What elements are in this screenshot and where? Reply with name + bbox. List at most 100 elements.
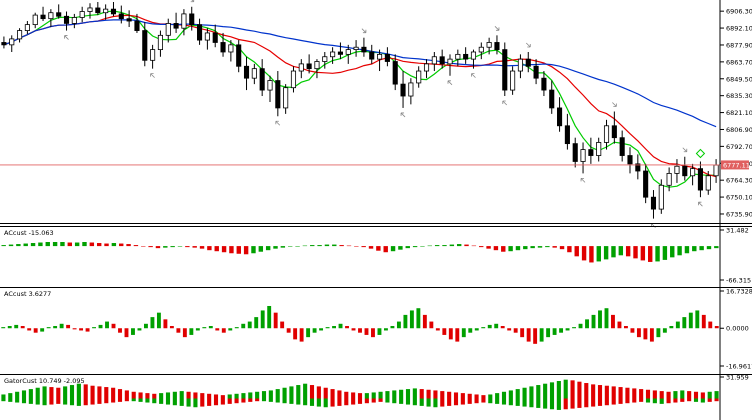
gator-upper-bar bbox=[97, 386, 102, 399]
gator-upper-bar bbox=[419, 389, 424, 399]
fractal-up-arrow bbox=[361, 28, 367, 34]
gator-upper-bar bbox=[337, 390, 342, 399]
candle-body bbox=[173, 23, 179, 29]
gator-lower-bar bbox=[330, 398, 335, 407]
gator-lower-bar bbox=[673, 398, 678, 403]
histogram-bar bbox=[345, 326, 349, 329]
histogram-bar bbox=[361, 246, 366, 248]
gator-lower-bar bbox=[207, 398, 212, 406]
histogram-bar bbox=[185, 246, 190, 248]
gator-upper-bar bbox=[1, 394, 6, 399]
histogram-bar bbox=[670, 246, 675, 258]
histogram-bar bbox=[150, 317, 155, 329]
gator-upper-bar bbox=[440, 391, 445, 399]
candle-body bbox=[181, 13, 187, 29]
gator-upper-bar bbox=[179, 391, 184, 399]
gator-upper-bar bbox=[378, 391, 383, 399]
candle-body bbox=[290, 70, 297, 89]
histogram-bar bbox=[319, 328, 324, 331]
candle-body bbox=[236, 44, 242, 67]
gator-upper-bar bbox=[296, 385, 301, 399]
candle-body bbox=[17, 30, 23, 40]
histogram-bar bbox=[515, 246, 521, 251]
candle-body bbox=[713, 164, 719, 177]
gator-lower-bar bbox=[392, 398, 397, 404]
gator-lower-bar bbox=[35, 398, 40, 405]
candle-body bbox=[533, 65, 539, 79]
candle-body bbox=[392, 61, 398, 85]
gator-lower-bar bbox=[248, 398, 253, 402]
gator-upper-bar bbox=[152, 393, 157, 399]
gator-upper-bar bbox=[330, 389, 335, 399]
candle-body bbox=[71, 17, 77, 24]
gator-upper-bar bbox=[659, 391, 664, 399]
histogram-bar bbox=[273, 246, 278, 249]
gator-lower-bar bbox=[371, 398, 376, 403]
gator-upper-bar bbox=[131, 391, 136, 399]
candle-body bbox=[650, 196, 657, 210]
gator-upper-bar bbox=[159, 393, 164, 399]
histogram-bar bbox=[456, 244, 462, 247]
gator-lower-bar bbox=[282, 398, 287, 404]
histogram-bar bbox=[669, 326, 674, 329]
gator-oscillator-panel[interactable]: GatorCust 10.749 -2.095 bbox=[1, 377, 719, 410]
price-tick-label: 6906.30 bbox=[726, 8, 752, 16]
histogram-bar bbox=[228, 328, 233, 331]
gator-upper-bar bbox=[597, 385, 603, 399]
gator-upper-bar bbox=[611, 386, 616, 399]
histogram-bar bbox=[295, 246, 300, 247]
candle-body bbox=[603, 125, 610, 143]
histogram-bar bbox=[236, 246, 241, 254]
gator-lower-bar bbox=[549, 398, 555, 410]
candle-body bbox=[322, 56, 328, 62]
histogram-bar bbox=[655, 246, 660, 262]
gator-lower-bar bbox=[220, 398, 225, 405]
gator-upper-bar bbox=[207, 393, 212, 399]
gator-upper-bar bbox=[453, 392, 459, 399]
histogram-bar bbox=[574, 246, 579, 257]
candle-body bbox=[79, 11, 85, 18]
gator-lower-bar bbox=[570, 398, 575, 409]
candle-body bbox=[330, 51, 336, 58]
histogram-bar bbox=[144, 323, 148, 329]
price-tick-label: 6821.10 bbox=[726, 109, 752, 117]
candle-body bbox=[470, 51, 477, 60]
gator-upper-bar bbox=[138, 392, 143, 399]
histogram-bar bbox=[229, 246, 234, 254]
histogram-bar bbox=[104, 243, 109, 247]
histogram-bar bbox=[338, 323, 343, 329]
gator-lower-bar bbox=[138, 398, 143, 402]
histogram-bar bbox=[207, 246, 212, 251]
gator-upper-bar bbox=[474, 394, 479, 399]
histogram-bar bbox=[358, 328, 362, 333]
gator-upper-bar bbox=[584, 383, 589, 399]
price-tick-label: 6863.70 bbox=[726, 58, 752, 66]
histogram-bar bbox=[241, 323, 246, 329]
histogram-bar bbox=[286, 328, 291, 333]
gator-upper-bar bbox=[639, 389, 644, 399]
histogram-bar bbox=[137, 328, 142, 331]
price-tick-label: 6835.30 bbox=[726, 92, 752, 100]
gator-lower-bar bbox=[611, 398, 616, 405]
candle-body bbox=[494, 42, 500, 51]
panel-tick-label: 31.482 bbox=[726, 227, 749, 235]
gator-lower-bar bbox=[193, 398, 198, 408]
histogram-bar bbox=[409, 310, 414, 329]
gator-lower-bar bbox=[680, 398, 685, 402]
histogram-bar bbox=[306, 328, 311, 338]
gator-lower-bar bbox=[111, 398, 116, 403]
histogram-bar bbox=[280, 246, 286, 248]
ac-oscillator-panel-2[interactable]: ACcust 3.6277 bbox=[1, 290, 719, 344]
histogram-bar bbox=[448, 328, 453, 340]
gator-lower-bar bbox=[145, 398, 150, 403]
gator-upper-bar bbox=[405, 389, 411, 399]
panel-tick-label: 0.0000 bbox=[726, 325, 749, 333]
ac-oscillator-panel-1[interactable]: ACcust -15.063 bbox=[1, 229, 719, 263]
candle-body bbox=[267, 80, 273, 91]
gator-lower-bar bbox=[563, 398, 568, 410]
main-price-panel[interactable] bbox=[0, 0, 720, 228]
gator-lower-bar bbox=[303, 398, 308, 406]
histogram-bar bbox=[682, 317, 687, 329]
candle-body bbox=[87, 7, 93, 12]
